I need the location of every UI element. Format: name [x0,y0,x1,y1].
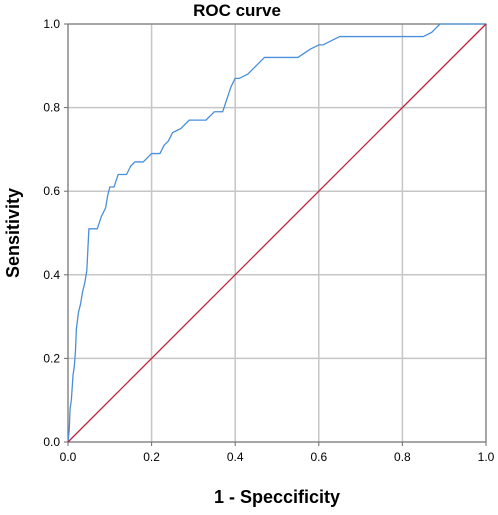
y-axis-title: Sensitivity [3,188,23,278]
y-axis-ticks: 0.0 0.2 0.4 0.6 0.8 1.0 [43,17,68,449]
y-tick-label: 1.0 [43,17,60,31]
x-tick-label: 0.4 [227,450,244,464]
reference-diagonal-line [67,23,487,443]
x-tick-label: 0.6 [310,450,327,464]
x-axis-ticks: 0.0 0.2 0.4 0.6 0.8 1.0 [60,442,495,464]
chart-title: ROC curve [193,1,281,20]
y-tick-label: 0.4 [43,268,60,282]
x-tick-label: 1.0 [478,450,495,464]
x-tick-label: 0.8 [394,450,411,464]
x-tick-label: 0.0 [60,450,77,464]
roc-curve-line [67,23,486,443]
x-axis-title: 1 - Speccificity [214,487,340,507]
x-tick-label: 0.2 [143,450,160,464]
series-layer [67,23,487,443]
y-tick-label: 0.0 [43,435,60,449]
y-tick-label: 0.8 [43,101,60,115]
y-tick-label: 0.2 [43,351,60,365]
y-tick-label: 0.6 [43,184,60,198]
plot-area-border [67,23,487,443]
